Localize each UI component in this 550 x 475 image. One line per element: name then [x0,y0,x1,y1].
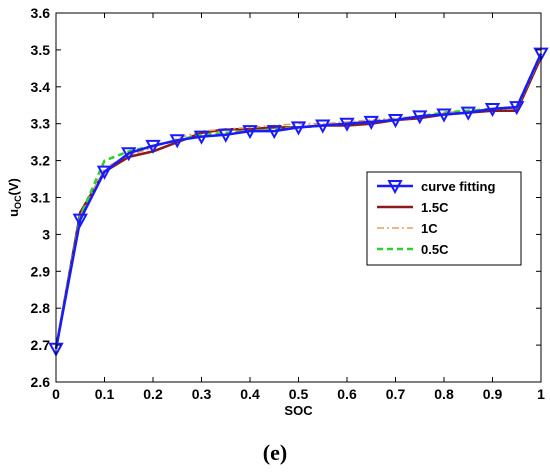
data-point-marker [436,108,452,123]
y-tick-label: 2.8 [31,300,51,316]
y-tick-label: 2.7 [31,337,51,353]
series-line-1c [55,55,542,349]
x-tick-label: 0.1 [95,386,115,402]
data-point-marker [242,125,258,140]
y-tick-label: 3.3 [31,116,51,132]
x-tick-label: 1 [537,386,545,402]
x-tick-label: 0.9 [483,386,503,402]
data-point-marker [218,128,234,143]
y-axis-label-sub: OC [13,195,23,209]
legend-label: 1C [421,221,438,236]
y-axis-label: uOC(V) [6,178,23,217]
x-tick-label: 0.6 [337,386,357,402]
data-point-marker [460,106,476,121]
data-point-marker [339,117,355,132]
y-tick-label: 3.4 [31,79,51,95]
x-tick-label: 0.7 [386,386,406,402]
y-axis-label-main: u [6,209,21,217]
series-line-curve-fitting [54,53,543,350]
data-point-marker [363,115,379,130]
y-tick-label: 2.6 [31,374,51,390]
data-point-marker [484,102,501,118]
y-axis-label-unit: (V) [6,178,21,195]
y-tick-label: 3.6 [31,5,51,21]
y-tick-label: 3.2 [31,153,51,169]
data-point-marker [315,119,331,134]
data-point-marker [145,139,161,154]
x-tick-label: 0.4 [240,386,260,402]
x-tick-label: 0.5 [289,386,309,402]
ticks-layer: 0 0.1 0.2 0.3 0.4 0.5 0.6 0.7 0.8 0.9 1 2.6 2.7 2.8 2.… [31,5,546,402]
data-point-marker [509,101,525,116]
chart: 0 0.1 0.2 0.3 0.4 0.5 0.6 0.7 0.8 0.9 1 2.6 2.7 2.8 2.… [6,5,549,418]
data-point-marker [412,110,428,125]
figure-caption: (e) [262,440,288,465]
data-point-marker [193,130,210,145]
legend-label: 0.5C [421,242,449,257]
data-point-marker [72,213,88,228]
data-point-marker [121,147,137,162]
y-tick-label: 3 [42,226,50,242]
data-point-marker [290,121,307,136]
y-tick-label: 3.1 [31,190,51,206]
x-tick-label: 0.2 [143,386,163,402]
x-tick-label: 0 [52,386,60,402]
data-point-marker [266,125,282,140]
x-axis-label: SOC [284,403,313,418]
series-layer [48,47,549,357]
legend: curve fitting 1.5C 1C 0.5C [366,171,522,266]
data-point-marker [169,134,185,149]
y-tick-label: 3.5 [31,42,51,58]
x-tick-label: 0.8 [434,386,454,402]
x-tick-label: 0.3 [192,386,212,402]
data-point-marker [387,114,404,129]
legend-label: 1.5C [421,200,449,215]
legend-label: curve fitting [421,179,495,194]
y-tick-label: 2.9 [31,263,51,279]
data-point-marker [96,165,113,180]
legend-marker [387,180,403,195]
